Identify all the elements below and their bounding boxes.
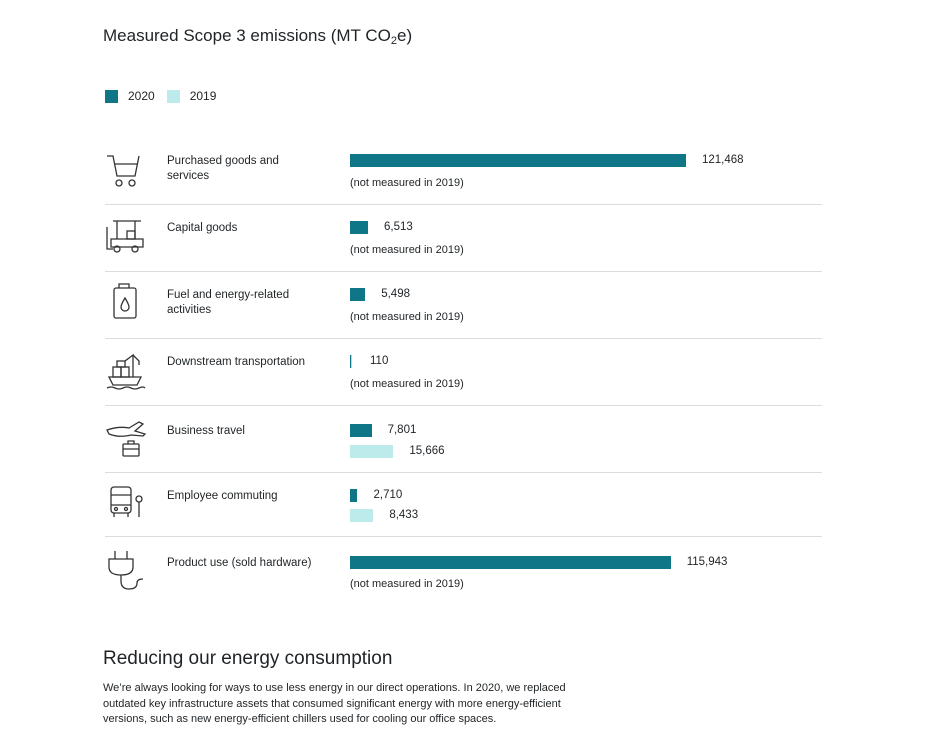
bar-2020 bbox=[350, 154, 686, 167]
bar-2020 bbox=[350, 489, 358, 502]
cargo-ship-icon bbox=[106, 353, 146, 390]
legend-label-2020: 2020 bbox=[128, 89, 155, 103]
plug-icon bbox=[108, 551, 144, 590]
not-measured-note: (not measured in 2019) bbox=[350, 311, 464, 323]
value-label-2019: 15,666 bbox=[409, 445, 445, 457]
chart-row-purchased-goods: Purchased goods and services 121,468 (no… bbox=[105, 138, 822, 205]
fuel-can-icon bbox=[113, 283, 137, 319]
chart-row-product-use: Product use (sold hardware) 115,943 (not… bbox=[105, 537, 822, 607]
category-label: Product use (sold hardware) bbox=[167, 557, 312, 569]
zero-tick bbox=[351, 355, 352, 368]
legend: 2020 2019 bbox=[105, 89, 228, 103]
row-divider bbox=[105, 536, 822, 537]
bar-2020 bbox=[350, 355, 351, 368]
bar-2020 bbox=[350, 221, 369, 234]
value-label-2020: 2,710 bbox=[373, 489, 403, 501]
not-measured-note: (not measured in 2019) bbox=[350, 177, 464, 189]
value-label-2020: 6,513 bbox=[384, 221, 413, 233]
section-body: We’re always looking for ways to use les… bbox=[103, 682, 566, 725]
not-measured-note: (not measured in 2019) bbox=[350, 244, 464, 256]
not-measured-note: (not measured in 2019) bbox=[350, 578, 464, 590]
category-label: Purchased goods and services bbox=[167, 155, 279, 182]
row-divider bbox=[105, 405, 822, 406]
value-label-2020: 110 bbox=[370, 355, 389, 367]
forklift-icon bbox=[106, 220, 144, 253]
plane-briefcase-icon bbox=[106, 421, 147, 457]
cart-icon bbox=[107, 155, 140, 187]
value-label-2020: 115,943 bbox=[686, 556, 728, 568]
row-divider bbox=[105, 204, 822, 205]
value-label-2020: 121,468 bbox=[702, 154, 744, 166]
category-label: Downstream transportation bbox=[167, 356, 306, 368]
chart-row-fuel-energy: Fuel and energy-related activities 5,498… bbox=[105, 272, 822, 339]
bar-2019 bbox=[350, 509, 374, 522]
value-label-2019: 8,433 bbox=[389, 509, 419, 521]
bar-2020 bbox=[350, 288, 366, 301]
bar-2020 bbox=[350, 424, 372, 437]
value-label-2020: 7,801 bbox=[387, 424, 417, 436]
category-label: Business travel bbox=[167, 425, 245, 437]
row-divider bbox=[105, 472, 822, 473]
chart-row-downstream-transportation: Downstream transportation 110 (not measu… bbox=[105, 339, 822, 406]
category-label: Capital goods bbox=[167, 222, 238, 234]
value-label-2020: 5,498 bbox=[381, 288, 410, 300]
category-label: Fuel and energy-related activities bbox=[167, 289, 290, 316]
row-divider bbox=[105, 338, 822, 339]
chart-row-capital-goods: Capital goods 6,513 (not measured in 201… bbox=[105, 205, 822, 272]
category-label: Employee commuting bbox=[167, 490, 278, 502]
row-divider bbox=[105, 271, 822, 272]
chart-row-business-travel: Business travel 7,801 15,666 bbox=[105, 406, 822, 473]
bar-2019 bbox=[350, 445, 394, 458]
chart-title: Measured Scope 3 emissions (MT CO2e) bbox=[103, 26, 413, 47]
legend-label-2019: 2019 bbox=[189, 89, 217, 103]
legend-swatch-2020 bbox=[105, 89, 118, 103]
bus-icon bbox=[110, 486, 143, 517]
legend-swatch-2019 bbox=[166, 89, 180, 103]
bar-2020 bbox=[350, 556, 671, 569]
chart-row-employee-commuting: Employee commuting 2,710 8,433 bbox=[105, 473, 822, 537]
section-heading: Reducing our energy consumption bbox=[103, 648, 393, 669]
not-measured-note: (not measured in 2019) bbox=[350, 378, 464, 390]
